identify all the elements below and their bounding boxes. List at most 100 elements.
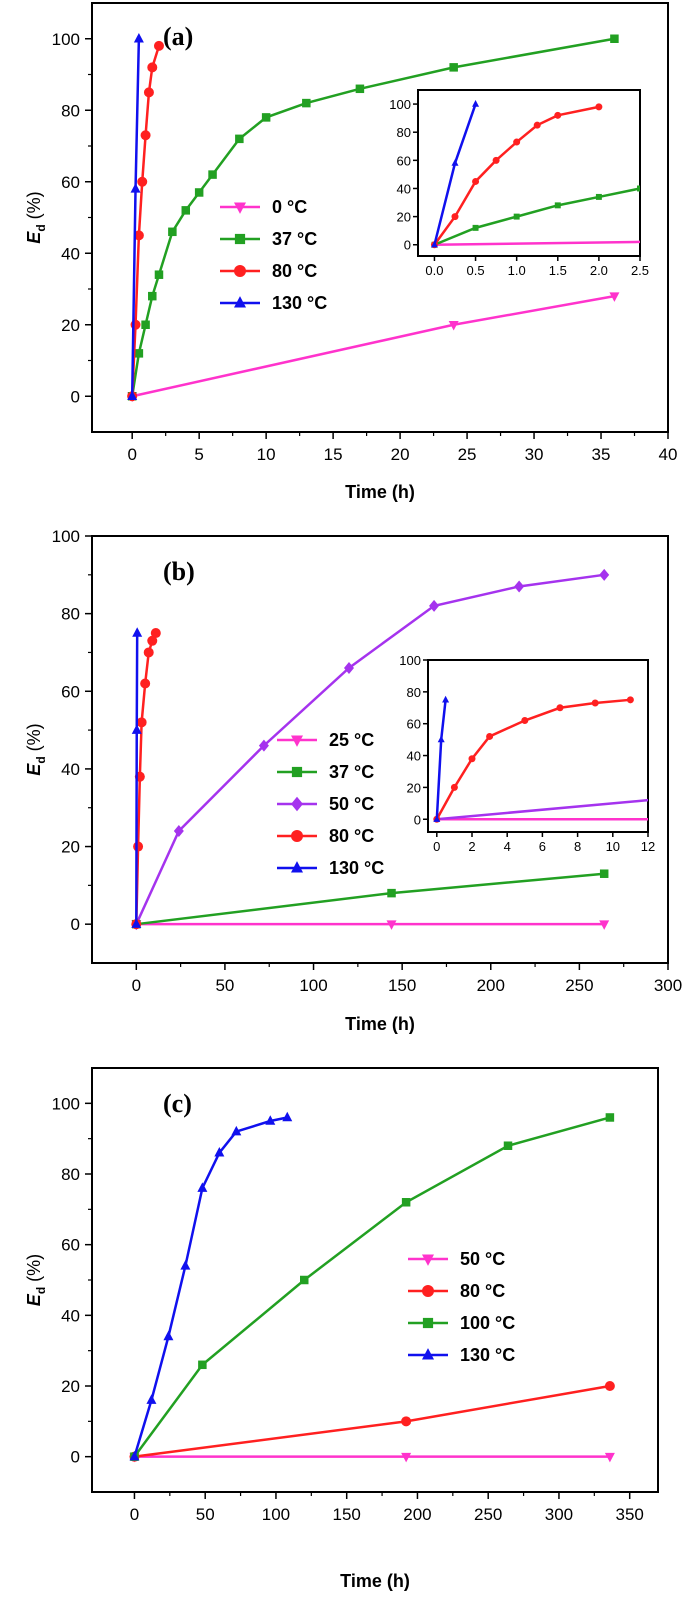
y-axis-title-unit: (%) [24, 191, 44, 224]
y-axis-title: Ed (%) [24, 723, 48, 775]
x-axis-title: Time (h) [340, 1571, 410, 1591]
y-tick-label: 20 [61, 316, 80, 335]
x-tick-label: 300 [545, 1505, 573, 1524]
inset-data-point-blue [442, 695, 450, 703]
y-tick-label: 40 [61, 760, 80, 779]
data-point-green [134, 349, 144, 358]
series-line-blue [133, 1116, 288, 1458]
data-point-green [141, 320, 150, 329]
data-point-green [208, 170, 217, 179]
x-tick-label: 150 [333, 1505, 361, 1524]
data-point-red [143, 87, 154, 98]
y-tick-label: 60 [61, 682, 80, 701]
y-tick-label: 0 [71, 915, 80, 934]
y-axis-title-subscript: d [34, 1287, 48, 1294]
data-point-magenta [386, 920, 397, 930]
data-point-green [261, 113, 271, 122]
series-line-magenta [131, 294, 615, 398]
series-line-red [134, 1384, 611, 1458]
data-point-green [449, 63, 458, 72]
legend-marker-purple [291, 796, 303, 812]
x-tick-label: 250 [474, 1505, 502, 1524]
data-point-red [401, 1416, 412, 1427]
frame [91, 535, 669, 964]
data-point-blue [163, 1330, 174, 1341]
data-point-red [147, 635, 158, 646]
data-point-green [605, 1113, 615, 1122]
data-point-green [154, 270, 164, 279]
x-tick-label: 20 [391, 445, 410, 464]
legend-label: 37 °C [272, 229, 317, 249]
x-tick-label: 0 [127, 445, 136, 464]
legend-label: 100 °C [460, 1313, 515, 1333]
inset-series-line-red [435, 698, 631, 820]
x-tick-label: 25 [458, 445, 477, 464]
inset-series-line-blue [433, 103, 477, 246]
legend-marker-red [291, 830, 303, 842]
inset-data-point-red [595, 103, 603, 111]
data-point-blue [132, 627, 143, 637]
data-point-purple [514, 580, 525, 593]
data-point-red [136, 717, 147, 728]
y-tick-label: 0 [71, 1448, 80, 1467]
x-tick-label: 100 [299, 976, 327, 995]
y-axis-title-unit: (%) [24, 1254, 44, 1287]
legend-marker-blue [291, 861, 303, 873]
y-axis-title-symbol: E [24, 231, 44, 244]
inset-data-point-red [556, 704, 564, 712]
data-point-blue [197, 1182, 208, 1192]
x-tick-label: 200 [477, 976, 505, 995]
legend-label: 130 °C [460, 1345, 515, 1365]
data-point-red [150, 628, 161, 639]
data-point-blue [282, 1111, 293, 1122]
x-tick-label: 0 [130, 1505, 139, 1524]
data-point-green [302, 98, 311, 108]
inset-data-point-green [554, 202, 561, 209]
y-axis-title-subscript: d [34, 224, 48, 231]
inset-data-point-blue [451, 159, 459, 166]
y-axis-title-unit: (%) [24, 723, 44, 756]
x-tick-label: 40 [659, 445, 678, 464]
data-point-green [168, 227, 177, 237]
inset-y-tick-label: 40 [407, 749, 421, 764]
x-tick-label: 150 [388, 976, 416, 995]
panel-label: (c) [163, 1089, 192, 1118]
inset-data-point-red [591, 699, 599, 707]
y-tick-label: 80 [61, 605, 80, 624]
inset-y-tick-label: 80 [397, 125, 411, 140]
inset-series-line-magenta [434, 240, 640, 246]
inset-data-point-green [513, 213, 520, 220]
data-point-blue [133, 33, 144, 43]
legend-marker-blue [422, 1348, 434, 1360]
x-tick-label: 350 [616, 1505, 644, 1524]
legend-marker-magenta [291, 735, 303, 747]
frame [91, 2, 669, 433]
data-point-green [387, 888, 396, 898]
inset-data-point-green [472, 224, 479, 231]
inset-x-tick-label: 2 [468, 839, 475, 854]
inset-y-tick-label: 20 [407, 780, 421, 795]
x-tick-label: 30 [525, 445, 544, 464]
data-point-green [401, 1198, 411, 1207]
legend-marker-green [291, 766, 303, 778]
data-point-blue [231, 1125, 242, 1136]
inset-frame [417, 89, 641, 257]
data-point-blue [180, 1260, 191, 1270]
inset-data-point-green [637, 185, 640, 192]
y-axis-title: Ed (%) [24, 191, 48, 243]
y-tick-label: 60 [61, 1236, 80, 1255]
y-tick-label: 100 [52, 1094, 80, 1113]
y-tick-label: 40 [61, 244, 80, 263]
legend: 0 °C 37 °C 80 °C 130 °C [220, 197, 327, 313]
inset-data-point-red [492, 156, 500, 164]
x-axis-title: Time (h) [345, 1014, 415, 1034]
data-point-green [198, 1360, 207, 1370]
inset-data-point-red [472, 177, 480, 185]
data-point-red [143, 647, 154, 658]
inset-x-tick-label: 2.5 [631, 263, 649, 278]
legend-label: 130 °C [329, 858, 384, 878]
y-tick-label: 80 [61, 101, 80, 120]
data-point-magenta [604, 1452, 615, 1463]
y-tick-label: 80 [61, 1165, 80, 1184]
series-line-blue [135, 633, 139, 925]
